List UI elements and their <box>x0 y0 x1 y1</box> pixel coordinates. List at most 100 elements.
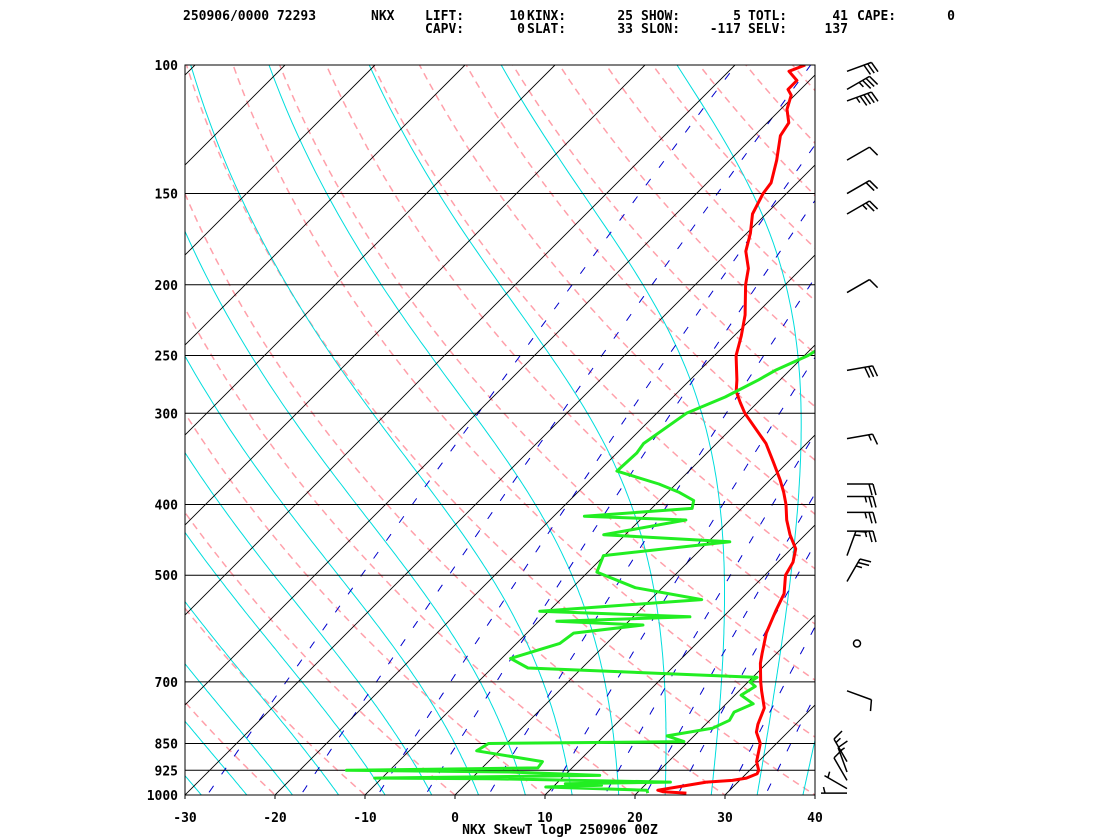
moist-adiabat <box>190 65 573 795</box>
moist-adiabat <box>500 65 725 795</box>
dry-adiabat <box>1081 32 1120 811</box>
wind-barb <box>846 75 879 91</box>
wind-barb <box>846 690 873 712</box>
wind-barb <box>846 278 879 294</box>
temperature-tick-label: 10 <box>537 811 553 826</box>
dry-adiabat <box>1036 32 1120 811</box>
isotherm <box>634 614 815 795</box>
temperature-tick-label: -10 <box>353 811 377 826</box>
isotherm <box>0 65 105 795</box>
station-id: NKX <box>371 9 395 24</box>
isotherm <box>185 65 466 346</box>
wind-barb <box>846 530 868 556</box>
wind-barb <box>847 530 877 543</box>
kinx-value: 25 <box>617 9 633 24</box>
temperature-tick-label: -30 <box>173 811 197 826</box>
lift-value: 10 <box>509 9 525 24</box>
dry-adiabat <box>185 191 727 795</box>
capv-label: CAPV: <box>425 22 465 37</box>
show-value: 5 <box>733 9 741 24</box>
wind-barb <box>846 558 872 582</box>
wind-barb <box>846 91 879 106</box>
isotherm <box>185 65 556 436</box>
dry-adiabat <box>900 32 1120 811</box>
cape-value: 0 <box>947 9 955 24</box>
moist-adiabat <box>676 65 802 795</box>
wind-barb <box>824 771 848 790</box>
temperature-profile <box>656 65 806 795</box>
wind-barb <box>833 730 848 762</box>
totl-value: 41 <box>832 9 848 24</box>
isotherm <box>185 65 646 526</box>
dry-adiabat <box>558 65 815 355</box>
dry-adiabat <box>278 65 815 682</box>
dry-adiabat <box>185 607 367 795</box>
dewpoint-profile <box>345 349 815 794</box>
wind-barb <box>847 511 877 524</box>
totl-label: TOTL: <box>748 9 788 24</box>
isotherm <box>185 65 376 256</box>
isotherm <box>185 65 286 166</box>
dry-adiabat <box>791 65 815 92</box>
isotherm <box>274 254 815 795</box>
mixing-ratio-line <box>300 65 812 795</box>
chart-footer-title: NKX SkewT logP 250906 00Z <box>462 823 658 838</box>
isotherm <box>364 344 815 795</box>
dry-adiabat <box>991 32 1120 811</box>
mixing-ratio-line <box>377 144 815 795</box>
moist-adiabat <box>185 774 203 795</box>
pressure-tick-label: 1000 <box>147 789 178 804</box>
moist-adiabat <box>802 737 815 795</box>
moist-adiabat <box>185 230 526 795</box>
pressure-tick-label: 100 <box>155 59 179 74</box>
pressure-tick-label: 400 <box>155 499 179 514</box>
wind-barb <box>852 639 862 648</box>
moist-adiabat <box>185 355 480 795</box>
pressure-tick-label: 700 <box>155 676 179 691</box>
slat-label: SLAT: <box>527 22 567 37</box>
moist-adiabat <box>185 720 248 795</box>
dry-adiabat <box>855 32 1120 811</box>
dry-adiabat <box>185 701 277 795</box>
pressure-tick-label: 925 <box>155 764 178 779</box>
moist-adiabat <box>185 662 294 795</box>
isotherm <box>814 794 815 795</box>
temperature-tick-label: 0 <box>451 811 459 826</box>
mixing-ratio-line <box>644 492 815 795</box>
moist-adiabat <box>368 65 667 795</box>
dry-adiabat <box>185 511 457 795</box>
dry-adiabat <box>185 65 815 795</box>
wind-barb <box>847 483 877 496</box>
dry-adiabat <box>605 65 815 302</box>
temperature-tick-label: 20 <box>627 811 643 826</box>
selv-label: SELV: <box>748 22 788 37</box>
slon-value: -117 <box>709 22 741 37</box>
mixing-ratio-line <box>726 625 815 795</box>
plot-frame <box>184 64 816 796</box>
station-time: 250906/0000 72293 <box>183 9 317 24</box>
dry-adiabat <box>946 32 1120 811</box>
pressure-tick-label: 200 <box>155 279 179 294</box>
show-label: SHOW: <box>641 9 681 24</box>
wind-barb <box>846 433 879 445</box>
cape-label: CAPE: <box>857 9 897 24</box>
isotherm <box>0 65 15 795</box>
pressure-tick-label: 300 <box>155 407 179 422</box>
temperature-tick-label: 30 <box>717 811 733 826</box>
mixing-ratio-line <box>676 542 815 795</box>
isotherm <box>544 524 815 795</box>
moist-adiabat <box>185 531 386 795</box>
temperature-tick-label: -20 <box>263 811 287 826</box>
slon-label: SLON: <box>641 22 681 37</box>
lift-label: LIFT: <box>425 9 465 24</box>
temperature-tick-label: 40 <box>807 811 823 826</box>
wind-barb <box>846 146 879 161</box>
wind-barb <box>846 200 879 215</box>
isotherm <box>454 434 815 795</box>
pressure-tick-label: 850 <box>155 737 179 752</box>
isotherm <box>185 74 815 706</box>
dry-adiabat <box>465 65 815 462</box>
isotherm <box>724 704 815 795</box>
wind-barb <box>846 61 879 75</box>
